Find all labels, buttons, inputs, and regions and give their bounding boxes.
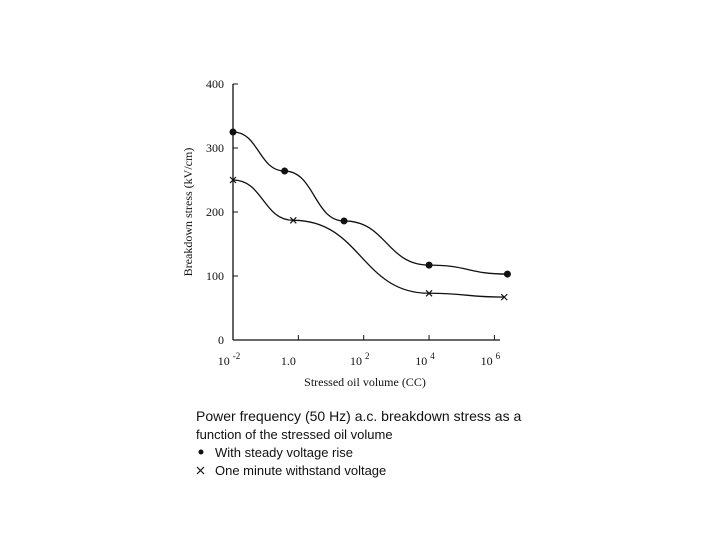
y-axis-label: Breakdown stress (kV/cm) — [181, 148, 195, 277]
x-tick-label-exponent: 4 — [430, 351, 435, 361]
x-tick-label-base: 10 — [218, 354, 230, 368]
data-point — [340, 217, 348, 225]
data-point — [229, 176, 237, 184]
x-tick-label: 10 2 — [350, 351, 370, 368]
x-tick-label-exponent: -2 — [233, 351, 241, 361]
y-tick-label: 200 — [206, 205, 224, 219]
data-point — [425, 261, 433, 269]
y-tick-label: 400 — [206, 77, 224, 91]
x-tick-label-exponent: 6 — [496, 351, 501, 361]
legend-marker — [196, 466, 205, 475]
data-point — [289, 216, 297, 224]
data-point — [503, 270, 511, 278]
x-tick-label-base: 10 — [415, 354, 427, 368]
legend-marker — [198, 449, 204, 455]
x-tick-label-exponent: 2 — [365, 351, 370, 361]
x-tick-label: 10 4 — [415, 351, 435, 368]
legend-label: With steady voltage rise — [215, 445, 353, 460]
x-tick-label-base: 10 — [481, 354, 493, 368]
x-tick-label-base: 1.0 — [281, 354, 296, 368]
x-tick-label: 10 -2 — [218, 351, 241, 368]
y-tick-label: 300 — [206, 141, 224, 155]
x-tick-label: 10 6 — [481, 351, 501, 368]
data-point — [500, 293, 508, 301]
legend-label: One minute withstand voltage — [215, 463, 386, 478]
caption-line: function of the stressed oil volume — [196, 427, 393, 442]
y-tick-label: 0 — [218, 333, 224, 347]
series-line — [232, 179, 505, 298]
y-tick-label: 100 — [206, 269, 224, 283]
caption-line: Power frequency (50 Hz) a.c. breakdown s… — [196, 408, 521, 424]
data-point — [281, 167, 289, 175]
data-point — [425, 289, 433, 297]
x-axis-label: Stressed oil volume (CC) — [304, 375, 426, 389]
data-point — [229, 128, 237, 136]
x-tick-label: 1.0 — [281, 354, 296, 368]
x-tick-label-base: 10 — [350, 354, 362, 368]
